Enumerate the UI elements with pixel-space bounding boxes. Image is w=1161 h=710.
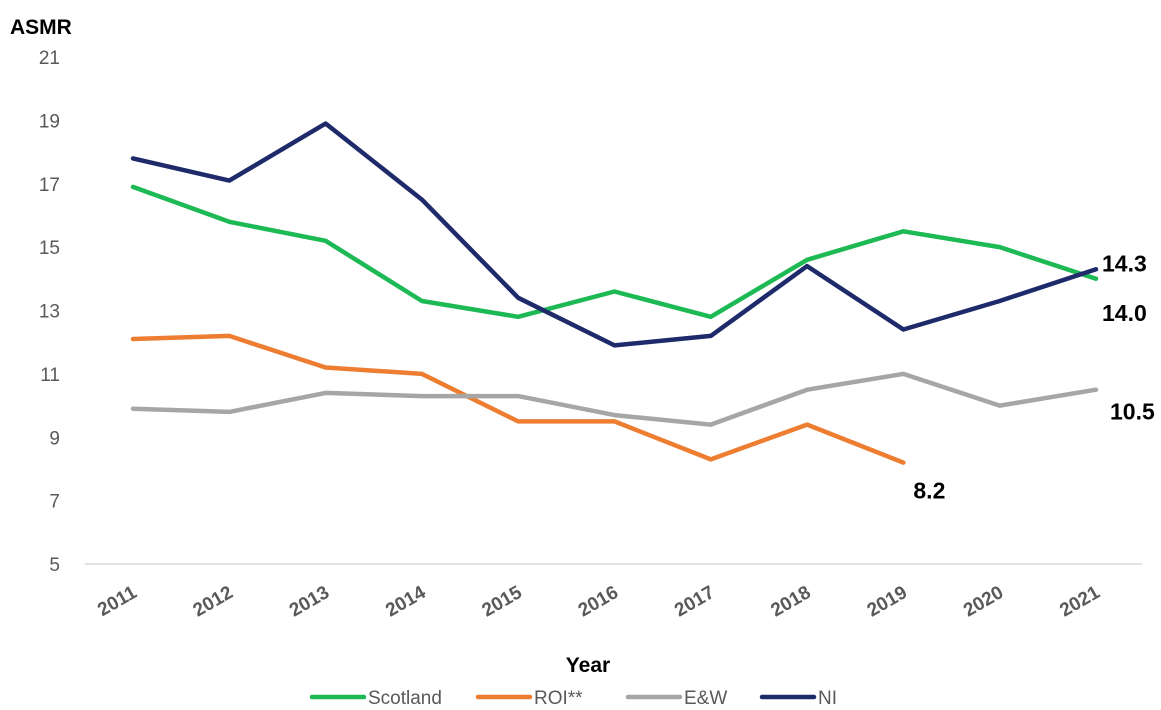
y-tick-label: 11 [40,365,60,386]
data-label: 8.2 [913,478,945,504]
y-tick-label: 13 [39,302,60,323]
x-tick-label: 2019 [864,582,911,621]
y-tick-label: 5 [49,555,60,576]
x-tick-label: 2013 [286,582,333,621]
x-axis-title: Year [566,654,610,677]
data-label: 14.0 [1102,300,1147,326]
series-line-scotland [130,184,1099,320]
legend-label: ROI** [534,688,583,709]
series-lines [130,121,1099,465]
data-labels: 14.3 14.0 10.5 8.2 [913,250,1155,503]
y-tick-label: 19 [39,111,60,132]
y-tick-label: 15 [39,238,60,259]
y-axis-ticks: 5 7 9 11 13 15 17 19 21 [39,48,60,576]
legend: Scotland ROI** E&W NI [309,688,837,709]
legend-label: E&W [684,688,727,709]
y-tick-label: 21 [39,48,60,69]
x-tick-label: 2011 [94,582,141,621]
y-tick-label: 7 [49,492,60,513]
x-axis-ticks: 2011 2012 2013 2014 2015 2016 2017 2018 2019 2020… [94,582,1104,622]
x-tick-label: 2021 [1056,582,1103,622]
x-tick-label: 2017 [671,582,718,621]
y-tick-label: 17 [39,175,60,196]
x-tick-label: 2015 [479,582,526,622]
series-line-ni [130,121,1099,348]
x-tick-label: 2016 [575,582,622,621]
legend-label: NI [818,688,837,709]
data-label: 14.3 [1102,250,1147,276]
x-tick-label: 2014 [382,582,429,622]
x-tick-label: 2020 [960,582,1007,621]
x-tick-label: 2012 [190,582,237,621]
y-axis-title: ASMR [10,16,72,39]
y-tick-label: 9 [49,428,60,449]
series-line-e-w [130,371,1099,427]
legend-label: Scotland [368,688,442,709]
series-line-roi [130,333,906,465]
data-label: 10.5 [1110,399,1155,425]
x-tick-label: 2018 [767,582,814,621]
